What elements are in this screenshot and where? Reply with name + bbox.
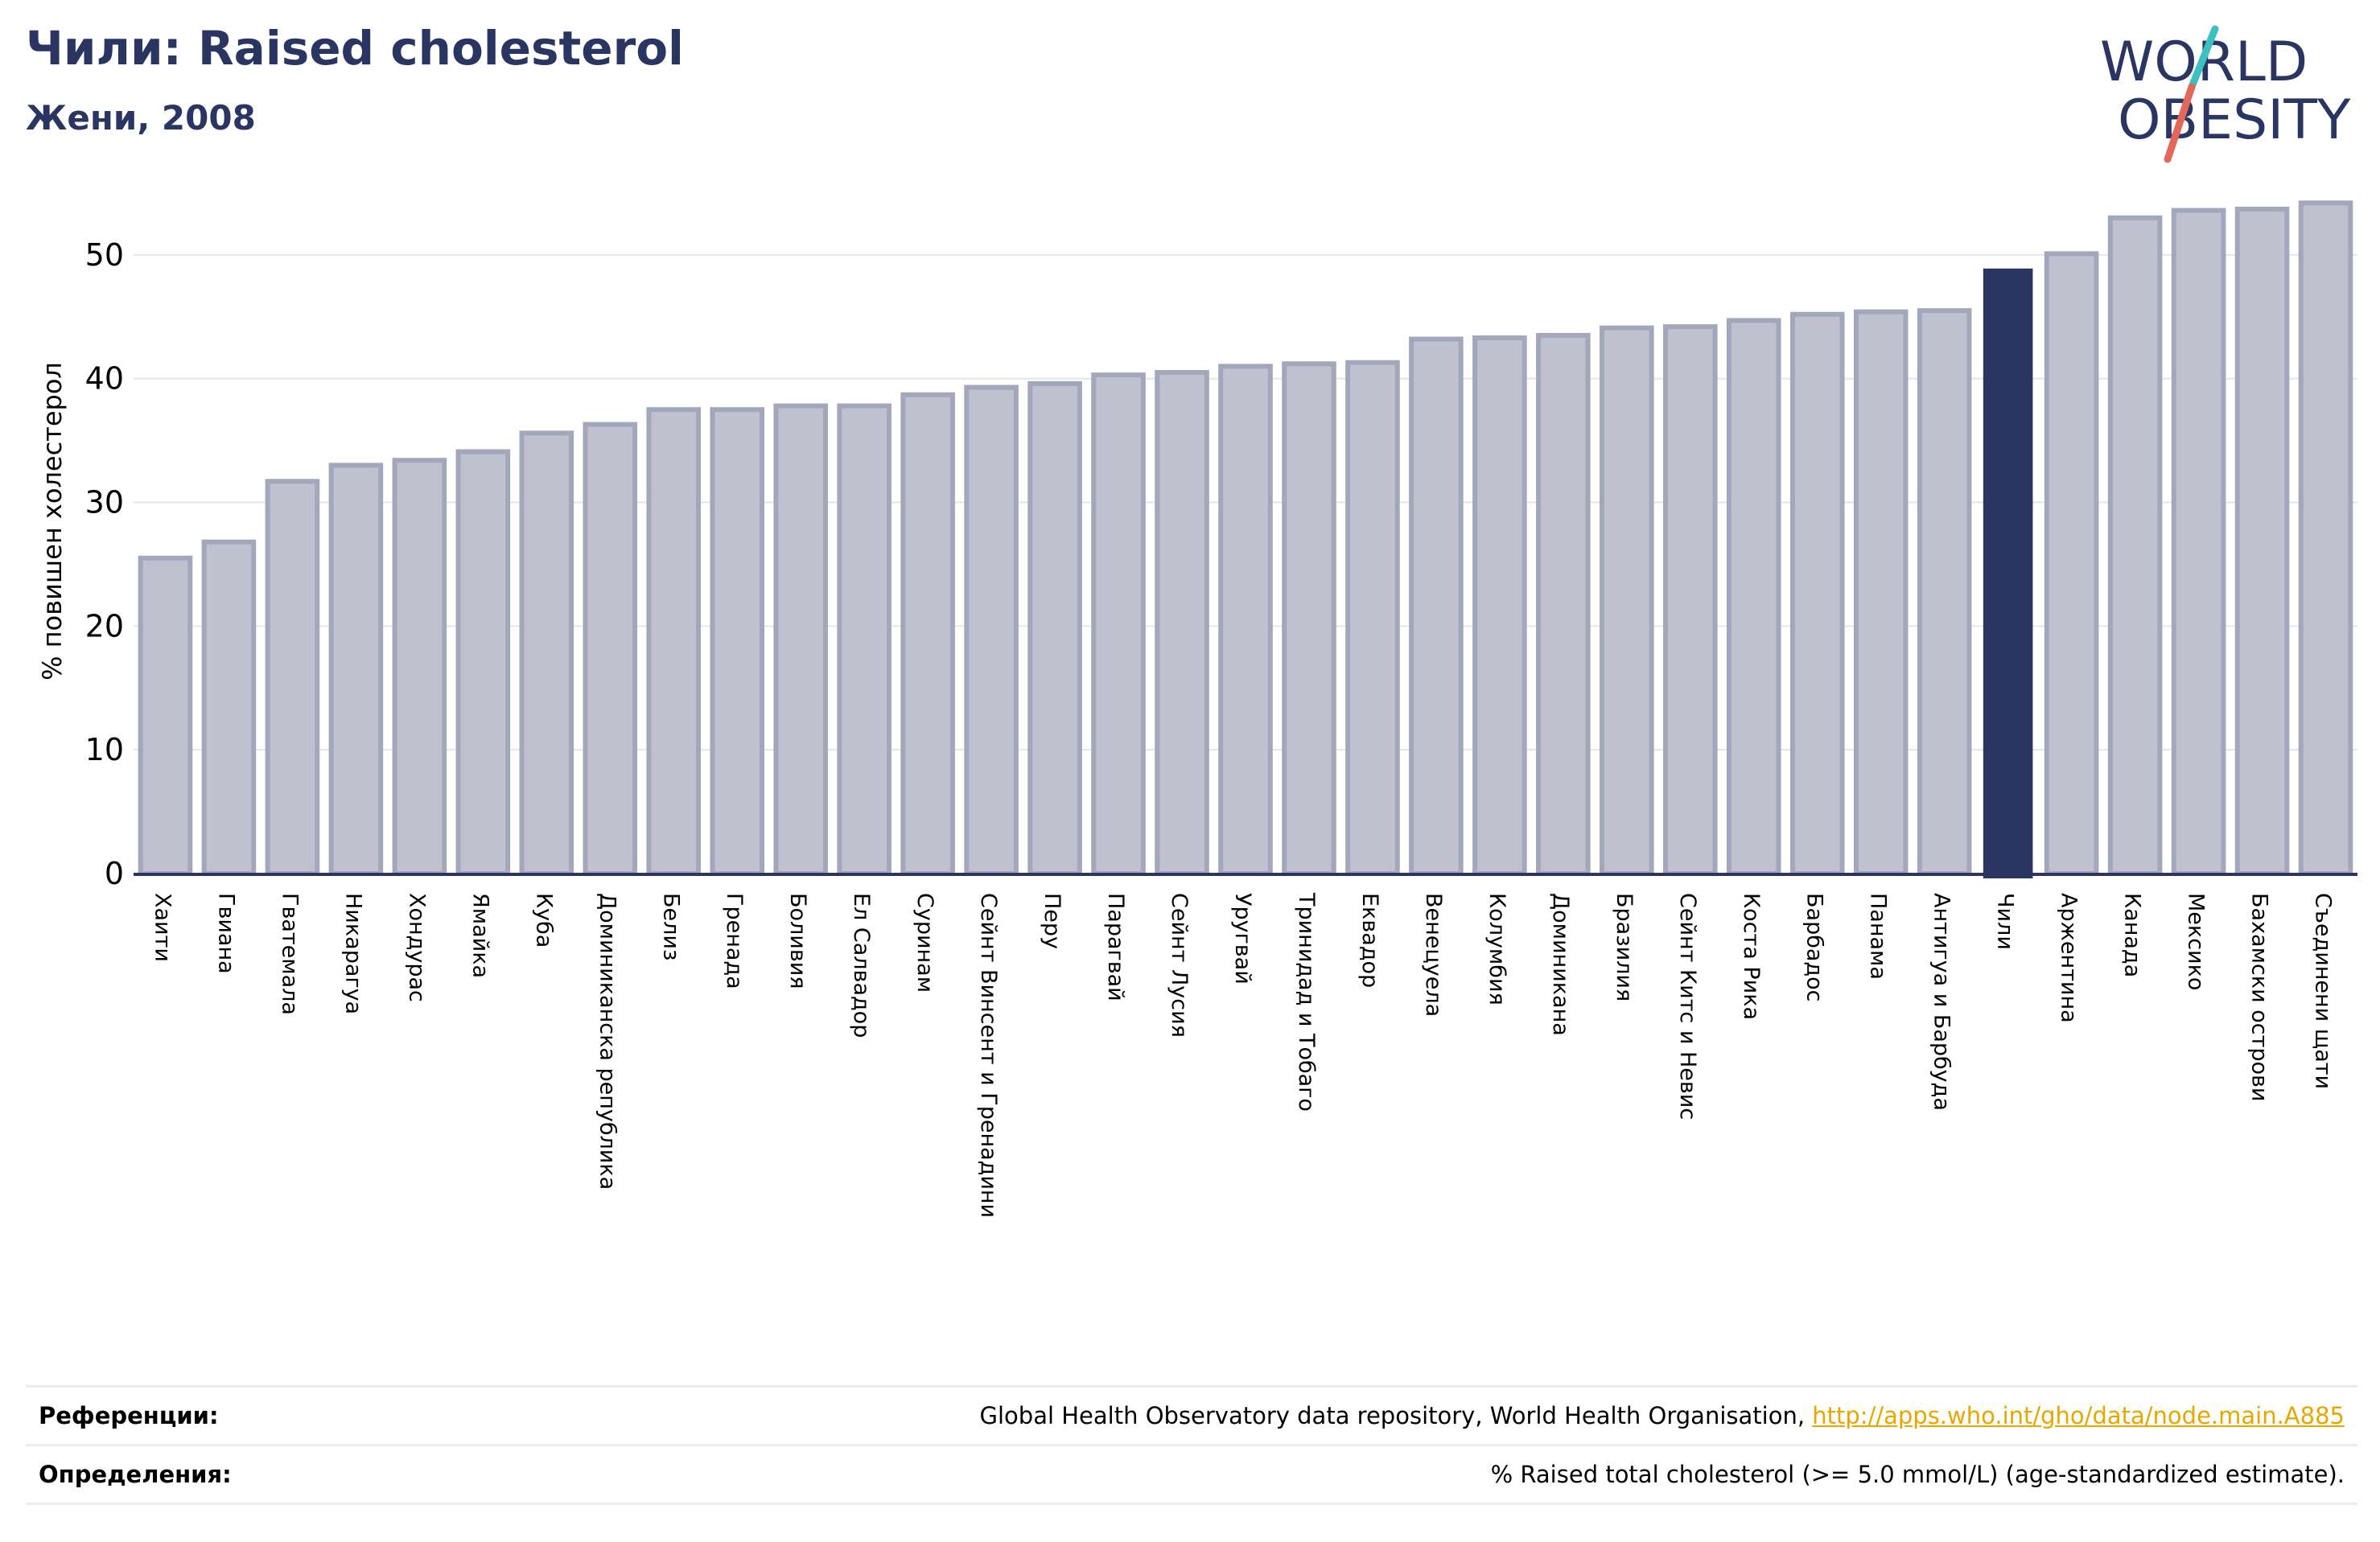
bar — [583, 421, 638, 876]
x-tick-label: Съединени щати — [2311, 893, 2336, 1089]
x-tick-label: Ямайка — [467, 893, 492, 978]
x-tick-label: Хаити — [150, 893, 175, 962]
chart-title: Чили: Raised cholesterol — [26, 21, 684, 76]
bar — [2044, 251, 2099, 876]
bar — [1027, 380, 1082, 876]
x-axis-labels: Хаити Гвиана Гватемала Никарагуа Хондурас Яма… — [150, 892, 2335, 1218]
definitions-value: % Raised total cholesterol (>= 5.0 mmol/… — [1490, 1461, 2345, 1488]
bar — [1789, 311, 1845, 876]
bar — [1409, 336, 1464, 877]
bar — [773, 403, 828, 876]
x-tick-label: Никарагуа — [340, 893, 365, 1014]
bar — [964, 384, 1019, 876]
y-tick-label: 30 — [85, 485, 124, 520]
y-tick-label: 0 — [105, 856, 124, 891]
bar — [138, 555, 193, 876]
x-tick-label: Парагвай — [1103, 893, 1128, 1001]
bar — [201, 539, 257, 876]
x-tick-label: Боливия — [785, 893, 810, 989]
bar — [1155, 370, 1209, 876]
x-tick-label: Гренада — [722, 893, 747, 989]
bar — [1853, 309, 1909, 876]
x-tick-label: Барбадос — [1802, 893, 1827, 1001]
bar — [2298, 200, 2353, 876]
bar — [455, 449, 511, 876]
definitions-row: Определения: % Raised total cholesterol … — [26, 1444, 2357, 1505]
x-tick-label: Бразилия — [1612, 893, 1637, 1001]
x-tick-label: Антигуа и Барбуда — [1929, 893, 1954, 1111]
x-tick-label: Сейнт Винсент и Гренадини — [976, 893, 1001, 1218]
bar — [1917, 308, 1972, 876]
references-table: Референции: Global Health Observatory da… — [26, 1385, 2357, 1505]
x-tick-label: Гвиана — [213, 893, 238, 974]
x-tick-label: Коста Рика — [1739, 893, 1764, 1020]
x-tick-label: Гватемала — [277, 893, 302, 1015]
bar — [1282, 361, 1336, 876]
bar — [392, 458, 447, 876]
references-value: Global Health Observatory data repositor… — [980, 1402, 2345, 1429]
y-axis-ticks: 0 10 20 30 40 50 — [85, 237, 124, 891]
bar — [1600, 325, 1654, 876]
y-tick-label: 10 — [85, 732, 124, 767]
logo-line-2: OBESITY — [2118, 88, 2351, 152]
x-tick-label: Канада — [2120, 893, 2145, 977]
x-tick-label: Колумбия — [1484, 893, 1509, 1005]
x-tick-label: Доминикана — [1548, 893, 1573, 1036]
x-tick-label: Венецуела — [1421, 893, 1446, 1017]
x-tick-label: Тринидад и Тобаго — [1294, 892, 1319, 1112]
x-tick-label: Аржентина — [2057, 893, 2081, 1023]
definitions-label: Определения: — [39, 1461, 232, 1488]
bar — [1345, 360, 1400, 876]
bar — [2171, 208, 2226, 876]
x-tick-label: Еквадор — [1357, 893, 1382, 988]
x-tick-label: Хондурас — [404, 893, 429, 1002]
x-tick-label: Мексико — [2184, 893, 2209, 990]
x-tick-label: Куба — [531, 893, 556, 948]
references-link[interactable]: http://apps.who.int/gho/data/node.main.A… — [1812, 1402, 2345, 1429]
y-tick-label: 20 — [85, 608, 124, 644]
bar — [1218, 364, 1273, 876]
x-tick-label: Сейнт Лусия — [1167, 893, 1192, 1038]
x-tick-label: Уругвай — [1230, 893, 1255, 985]
x-tick-label: Чили — [1993, 893, 2018, 950]
y-tick-label: 40 — [85, 361, 124, 397]
bar — [2234, 206, 2290, 877]
x-tick-label: Доминиканска република — [595, 893, 620, 1190]
bar — [1726, 318, 1781, 876]
x-tick-label: Панама — [1866, 893, 1891, 980]
references-row: Референции: Global Health Observatory da… — [26, 1385, 2357, 1444]
chart-subtitle: Жени, 2008 — [26, 98, 256, 138]
bar — [328, 463, 384, 877]
bar — [646, 407, 702, 876]
x-tick-label: Перу — [1040, 893, 1064, 949]
x-tick-label: Бахамски острови — [2247, 893, 2272, 1101]
references-text: Global Health Observatory data repositor… — [979, 1402, 1806, 1429]
x-tick-label: Сейнт Китс и Невис — [1675, 893, 1700, 1120]
bar — [1091, 372, 1146, 876]
bar — [1663, 324, 1718, 876]
bar — [1472, 335, 1527, 876]
bar-highlighted — [1983, 268, 2033, 878]
x-tick-label: Суринам — [912, 893, 937, 993]
bar — [710, 407, 765, 876]
bar — [900, 392, 955, 876]
bar — [519, 430, 574, 876]
y-axis-label: % повишен холестерол — [37, 362, 68, 681]
x-tick-label: Белиз — [658, 893, 683, 960]
logo-slash-bottom — [2164, 83, 2196, 163]
x-tick-label: Ел Салвадор — [849, 893, 874, 1038]
y-tick-label: 50 — [85, 237, 124, 273]
bar — [1536, 332, 1591, 876]
bars — [138, 200, 2353, 878]
bar — [2107, 215, 2163, 877]
bar — [837, 403, 891, 876]
references-label: Референции: — [39, 1402, 219, 1429]
bar — [265, 479, 320, 876]
world-obesity-logo: WORLD OBESITY — [2100, 25, 2351, 163]
logo-slash-top — [2188, 25, 2219, 91]
